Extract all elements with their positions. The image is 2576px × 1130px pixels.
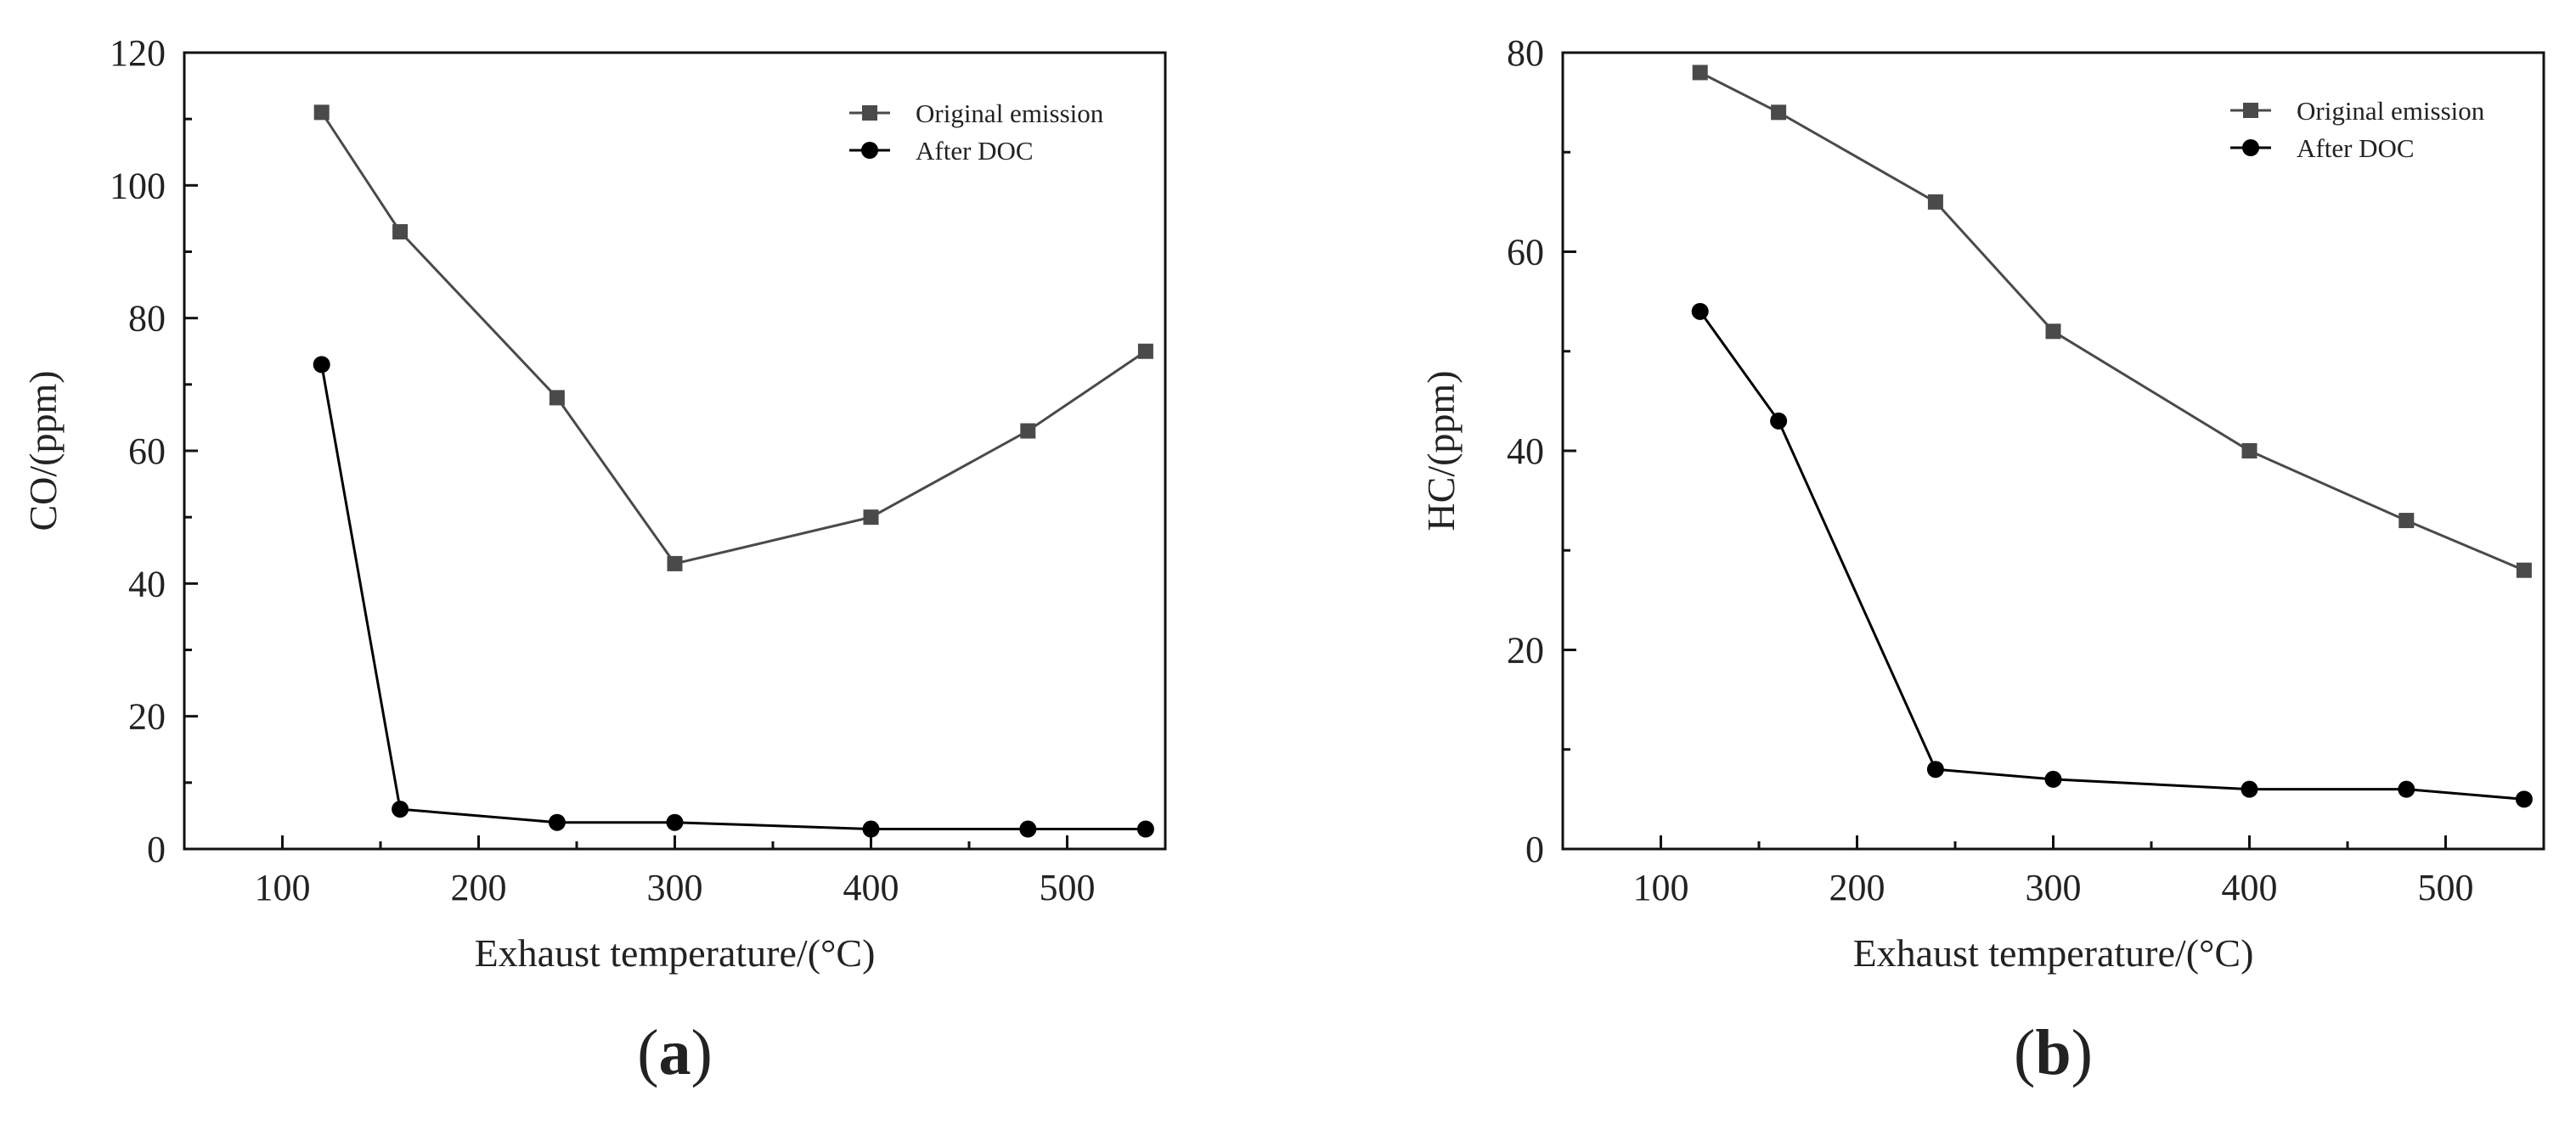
panel-letter-a: a <box>659 1017 691 1088</box>
chart0-x-tick-label-400: 400 <box>843 867 899 908</box>
chart0-x-tick-label-300: 300 <box>647 867 703 908</box>
chart0-point-after-doc-160 <box>392 801 409 818</box>
chart1-series-line-after-doc <box>1699 310 2525 801</box>
panel-letter-b: b <box>2035 1017 2071 1088</box>
chart1-point-after-doc-160 <box>1770 412 1788 430</box>
chart1-point-after-doc-480 <box>2398 780 2415 798</box>
chart1-x-tick-label-300: 300 <box>2026 867 2082 908</box>
chart-panel-a: 100 200 300 400 500 0 20 40 60 80 100 120 Exhaust te… <box>21 32 1167 1088</box>
chart0-x-tick-label-100: 100 <box>255 867 311 908</box>
chart0-y-tick-label-0: 0 <box>147 829 166 870</box>
chart0-legend-label-after-doc: After DOC <box>916 136 1034 166</box>
chart1-point-original-emission-480 <box>2398 513 2415 529</box>
chart1-y-tick-label-0: 0 <box>1525 829 1544 870</box>
chart0-point-original-emission-400 <box>863 509 879 526</box>
chart1-point-after-doc-240 <box>1926 761 1944 779</box>
chart1-y-axis-title: HC/(ppm) <box>1419 370 1463 531</box>
chart1-legend-marker-after-doc <box>2242 139 2259 156</box>
chart1-y-tick-label-20: 20 <box>1507 630 1544 672</box>
chart1-y-tick-label-60: 60 <box>1507 232 1544 273</box>
chart1-y-tick-label-80: 80 <box>1507 32 1544 74</box>
chart0-x-axis-title: Exhaust temperature/(°C) <box>475 931 876 975</box>
chart1-point-original-emission-240 <box>1927 194 1943 210</box>
chart1-x-axis-title: Exhaust temperature/(°C) <box>1853 931 2254 975</box>
chart0-legend-marker-after-doc <box>861 142 878 159</box>
chart0-point-after-doc-400 <box>862 820 880 838</box>
chart-panel-b: 100 200 300 400 500 0 20 40 60 80 Exhaust temperat… <box>1419 32 2545 1088</box>
chart1-x-tick-label-400: 400 <box>2222 867 2278 908</box>
chart1-point-after-doc-540 <box>2515 790 2533 808</box>
chart1-point-original-emission-120 <box>1692 65 1708 81</box>
chart0-point-after-doc-300 <box>666 813 684 831</box>
chart0-point-original-emission-120 <box>313 104 330 121</box>
chart0-series-line-original-emission <box>320 111 1147 565</box>
chart0-legend-label-original-emission: Original emission <box>916 98 1104 128</box>
panel-label-a: (a) <box>637 1017 713 1088</box>
chart0-point-after-doc-240 <box>548 813 566 831</box>
chart0-point-original-emission-540 <box>1137 343 1153 359</box>
chart0-point-original-emission-160 <box>392 224 409 240</box>
chart1-point-after-doc-300 <box>2044 770 2062 788</box>
chart1-legend-marker-original-emission <box>2243 103 2258 118</box>
chart0-plot-frame <box>183 51 1167 851</box>
chart1-point-original-emission-540 <box>2516 562 2532 578</box>
chart0-point-after-doc-480 <box>1019 820 1037 838</box>
chart0-y-tick-label-20: 20 <box>128 696 166 738</box>
chart1-x-tick-label-100: 100 <box>1633 867 1689 908</box>
chart1-point-original-emission-400 <box>2241 443 2258 458</box>
chart1-point-original-emission-160 <box>1771 104 1787 121</box>
chart0-x-tick-label-200: 200 <box>451 867 507 908</box>
chart0-y-tick-label-60: 60 <box>128 430 166 472</box>
panel-label-b: (b) <box>2014 1017 2093 1088</box>
chart0-legend-marker-original-emission <box>862 105 877 121</box>
chart1-legend-label-after-doc: After DOC <box>2297 133 2415 163</box>
chart1-legend-label-original-emission: Original emission <box>2297 96 2485 126</box>
chart1-x-tick-label-200: 200 <box>1829 867 1885 908</box>
chart1-point-after-doc-120 <box>1691 302 1709 320</box>
chart0-y-tick-label-40: 40 <box>128 563 166 604</box>
chart1-point-original-emission-300 <box>2045 323 2061 340</box>
chart0-y-tick-label-80: 80 <box>128 298 166 340</box>
chart1-x-tick-label-500: 500 <box>2418 867 2474 908</box>
chart1-point-after-doc-400 <box>2241 780 2258 798</box>
chart0-y-tick-label-120: 120 <box>110 32 166 74</box>
chart0-point-after-doc-540 <box>1136 820 1154 838</box>
chart0-x-tick-label-500: 500 <box>1040 867 1096 908</box>
chart0-y-tick-label-100: 100 <box>110 165 166 206</box>
chart0-point-after-doc-120 <box>313 356 330 374</box>
chart1-plot-frame <box>1561 51 2545 851</box>
chart1-y-tick-label-40: 40 <box>1507 430 1544 472</box>
chart0-y-axis-title: CO/(ppm) <box>21 370 65 531</box>
chart0-point-original-emission-240 <box>549 390 565 406</box>
chart0-point-original-emission-480 <box>1020 423 1036 439</box>
chart0-point-original-emission-300 <box>667 555 683 571</box>
